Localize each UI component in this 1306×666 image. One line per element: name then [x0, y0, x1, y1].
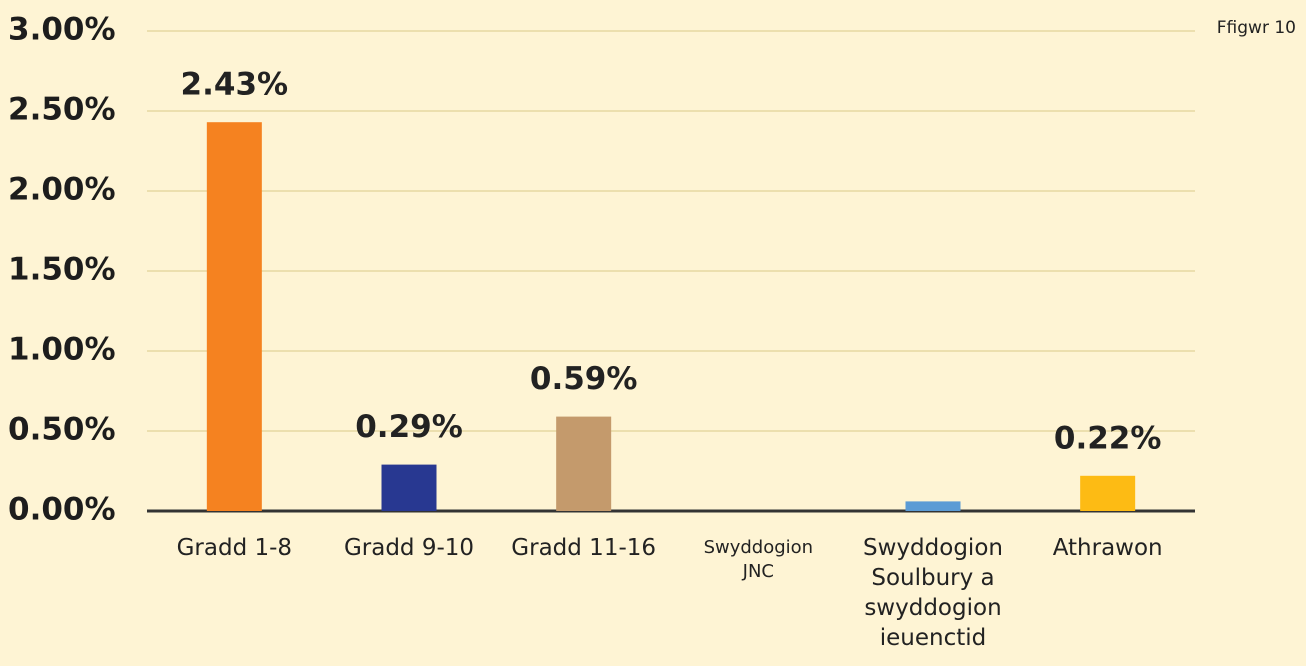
bar [1080, 475, 1136, 511]
value-label: 2.43% [181, 67, 289, 103]
y-tick-label: 0.50% [8, 412, 116, 448]
y-tick-label: 2.50% [8, 92, 116, 128]
y-tick-label: 1.00% [8, 332, 116, 368]
x-tick-label: Swyddogion Soulbury a swyddogion ieuenctid [863, 535, 1003, 651]
y-tick-label: 1.50% [8, 252, 116, 288]
y-tick-label: 3.00% [8, 12, 116, 48]
bar [556, 416, 612, 511]
y-tick-label: 0.00% [8, 492, 116, 528]
bar [381, 464, 437, 511]
bar [206, 122, 262, 511]
x-tick-label: Athrawon [1053, 535, 1163, 561]
value-label: 0.59% [530, 361, 638, 397]
x-tick-label: Gradd 1-8 [177, 535, 292, 561]
x-tick-label: Gradd 11-16 [511, 535, 656, 561]
x-tick-label: Swyddogion JNC [704, 537, 814, 582]
y-tick-label: 2.00% [8, 172, 116, 208]
bar [905, 501, 961, 511]
value-label: 0.29% [355, 409, 463, 445]
value-label: 0.22% [1054, 420, 1162, 456]
x-tick-label: Gradd 9-10 [344, 535, 474, 561]
figure-label: Ffigwr 10 [1217, 18, 1296, 38]
